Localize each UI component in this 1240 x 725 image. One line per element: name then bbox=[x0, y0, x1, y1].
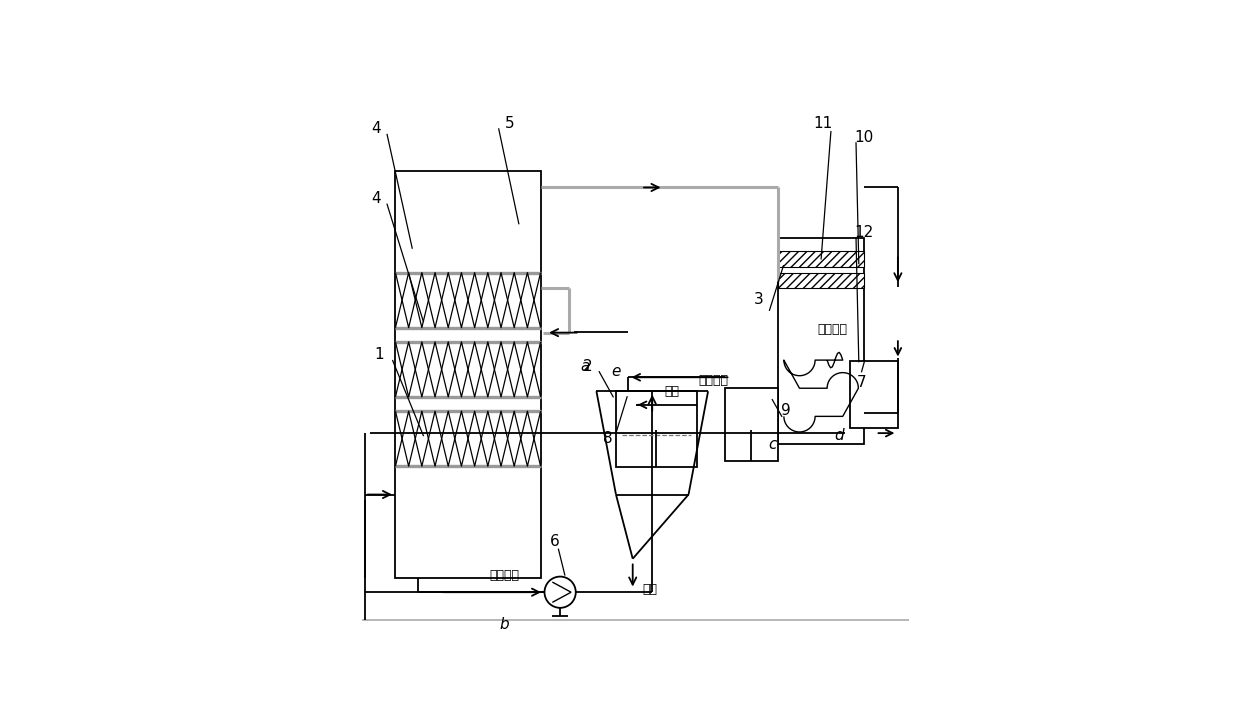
Bar bbox=[851, 360, 898, 428]
Text: 溢流: 溢流 bbox=[665, 385, 680, 398]
Text: 脱硫废水: 脱硫废水 bbox=[490, 569, 520, 582]
Text: 9: 9 bbox=[781, 403, 791, 418]
Bar bbox=[777, 251, 864, 267]
Text: 反冲洗水: 反冲洗水 bbox=[698, 373, 729, 386]
Text: c: c bbox=[768, 436, 776, 452]
Text: 7: 7 bbox=[857, 376, 867, 390]
Text: 10: 10 bbox=[854, 130, 874, 145]
Text: 5: 5 bbox=[505, 116, 515, 130]
Text: 11: 11 bbox=[813, 116, 832, 130]
Bar bbox=[777, 238, 864, 444]
Text: d: d bbox=[835, 428, 844, 444]
Text: 浓缩废水: 浓缩废水 bbox=[817, 323, 847, 336]
Text: 8: 8 bbox=[603, 431, 613, 446]
Bar bbox=[396, 171, 541, 579]
Text: 2: 2 bbox=[583, 359, 593, 373]
Text: 3: 3 bbox=[754, 291, 763, 307]
Text: 4: 4 bbox=[371, 191, 381, 206]
Bar bbox=[616, 392, 697, 467]
Text: 底流: 底流 bbox=[642, 583, 657, 596]
Text: 1: 1 bbox=[374, 347, 383, 362]
Text: a: a bbox=[580, 359, 590, 373]
Text: e: e bbox=[611, 364, 621, 379]
Bar bbox=[725, 389, 777, 461]
Text: 12: 12 bbox=[854, 225, 874, 240]
Text: 4: 4 bbox=[371, 121, 381, 136]
Bar bbox=[777, 273, 864, 289]
Text: b: b bbox=[500, 616, 510, 631]
Text: 6: 6 bbox=[549, 534, 559, 550]
